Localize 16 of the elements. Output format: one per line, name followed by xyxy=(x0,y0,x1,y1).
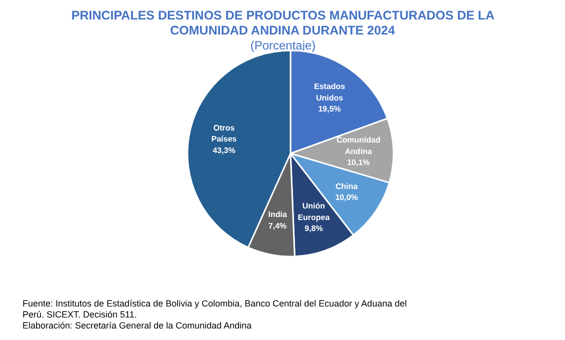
data-label: 7,4% xyxy=(268,221,287,230)
slice-label: Comunidad Andina xyxy=(336,136,381,156)
slice-label: Estados Unidos xyxy=(314,82,346,102)
slice-label: China xyxy=(335,182,358,191)
slice-label: Unión Europea xyxy=(298,202,330,222)
source-note: Fuente: Institutos de Estadística de Bolivia y Colombia, Banco Central del Ecuador y Aduana del Perú. SICEXT. Decisión 511. xyxy=(22,298,407,320)
slice-label: India xyxy=(268,210,288,220)
data-label: 10,0% xyxy=(335,193,358,202)
chart-title: PRINCIPALES DESTINOS DE PRODUCTOS MANUFACTURADOS DE LA COMUNIDAD ANDINA DURANTE 2024 xyxy=(71,8,495,38)
data-label: 43,3% xyxy=(212,146,236,155)
slice-label: Otros Países xyxy=(211,123,238,144)
data-label: 9,8% xyxy=(304,224,323,234)
text: Elaboración: Secretaría General de la Comunidad Andina xyxy=(22,320,252,330)
data-label: 10,1% xyxy=(347,158,370,168)
data-label: 19,5% xyxy=(318,104,341,114)
chart-subtitle: (Porcentaje) xyxy=(250,38,316,52)
